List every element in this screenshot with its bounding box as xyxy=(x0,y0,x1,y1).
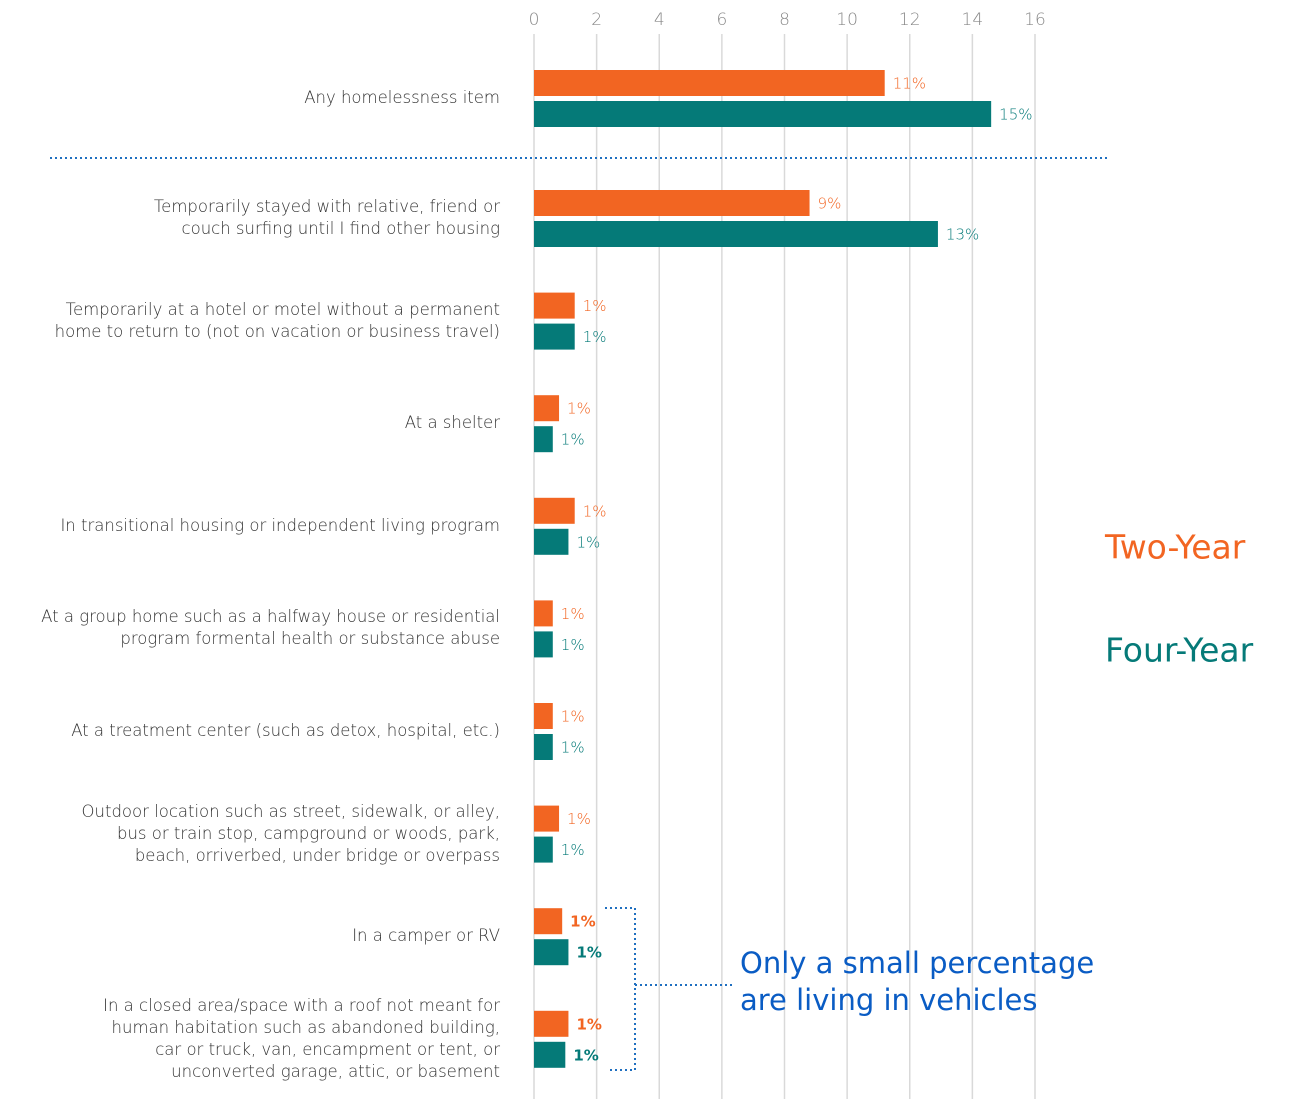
category-label: At a shelter xyxy=(404,413,500,433)
value-label: 1% xyxy=(583,502,607,520)
category-label: Temporarily stayed with relative, friend… xyxy=(153,197,500,238)
bar xyxy=(534,528,569,555)
value-label: 1% xyxy=(561,431,585,449)
category-label: Temporarily at a hotel or motel without … xyxy=(54,299,500,341)
category-label: In a camper or RV xyxy=(352,926,500,946)
bar xyxy=(534,190,810,216)
bar xyxy=(534,221,938,247)
value-label: 1% xyxy=(567,400,591,418)
bar xyxy=(534,836,553,863)
bar xyxy=(534,497,575,524)
x-tick-label: 6 xyxy=(716,10,727,30)
x-tick-label: 12 xyxy=(899,10,921,30)
value-label: 1% xyxy=(583,297,607,315)
value-label: 11% xyxy=(893,75,926,93)
value-label: 1% xyxy=(573,1046,598,1064)
bar xyxy=(534,1010,569,1037)
value-label: 1% xyxy=(561,636,585,654)
bar xyxy=(534,805,560,832)
legend-entry: Four-Year xyxy=(1105,631,1254,670)
value-label: 1% xyxy=(561,605,585,623)
value-label: 1% xyxy=(561,708,585,726)
category-label: In transitional housing or independent l… xyxy=(60,515,500,535)
category-label: Any homelessness item xyxy=(304,88,500,107)
value-label: 1% xyxy=(561,739,585,757)
bar xyxy=(534,734,553,760)
bar xyxy=(534,323,575,350)
bar xyxy=(534,101,992,127)
value-label: 1% xyxy=(561,841,585,859)
value-label: 1% xyxy=(583,328,607,346)
bar xyxy=(534,908,563,935)
bar xyxy=(534,1041,566,1068)
x-tick-label: 2 xyxy=(591,10,602,30)
annotation: Only a small percentage xyxy=(740,946,1094,980)
annotation: are living in vehicles xyxy=(740,983,1038,1017)
bar xyxy=(534,292,575,319)
category-label: At a group home such as a halfway house … xyxy=(41,607,500,649)
legend-entry: Two-Year xyxy=(1104,528,1246,567)
x-tick-label: 8 xyxy=(779,10,790,30)
value-label: 15% xyxy=(999,106,1032,124)
x-tick-label: 0 xyxy=(529,10,540,30)
bar xyxy=(534,631,553,658)
x-tick-label: 10 xyxy=(836,10,858,30)
value-label: 1% xyxy=(576,533,600,551)
value-label: 9% xyxy=(818,195,842,213)
category-label: At a treatment center (such as detox, ho… xyxy=(71,721,500,740)
value-label: 1% xyxy=(567,810,591,828)
bar xyxy=(534,600,553,627)
category-label: Outdoor location such as street, sidewal… xyxy=(81,801,500,865)
value-label: 1% xyxy=(570,913,595,931)
x-tick-label: 4 xyxy=(654,10,665,30)
value-label: 13% xyxy=(946,226,979,244)
value-label: 1% xyxy=(576,944,601,962)
bar xyxy=(534,703,553,729)
category-label: In a closed area/space with a roof not m… xyxy=(103,995,500,1081)
value-label: 1% xyxy=(576,1015,601,1033)
bar xyxy=(534,939,569,966)
bar xyxy=(534,426,553,453)
bracket xyxy=(605,907,636,1071)
x-tick-label: 14 xyxy=(962,10,984,30)
bar xyxy=(534,70,885,96)
x-tick-label: 16 xyxy=(1024,10,1046,30)
bar xyxy=(534,395,560,422)
